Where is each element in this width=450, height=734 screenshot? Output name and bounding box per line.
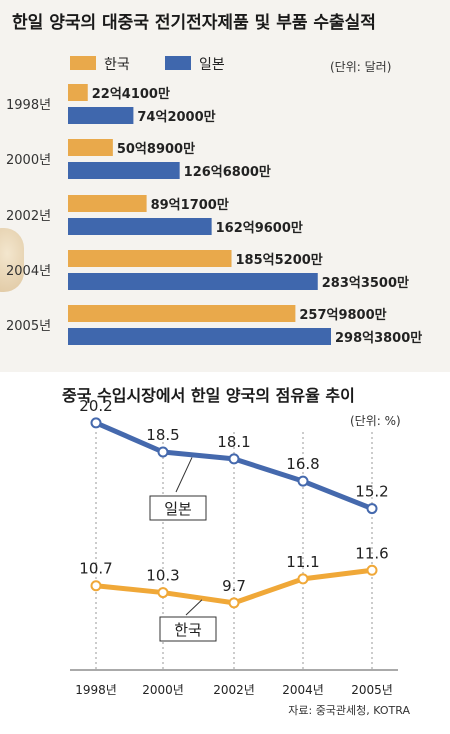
point-value-label: 18.5 (146, 426, 179, 444)
bar-value-label: 50억8900만 (117, 141, 195, 157)
bar-korea (68, 305, 296, 322)
data-point (157, 587, 169, 599)
bar-japan (68, 328, 331, 345)
point-value-label: 11.1 (286, 553, 319, 571)
legend-korea-swatch (70, 56, 96, 70)
bar-japan (68, 107, 134, 124)
x-tick-label: 2002년 (213, 683, 255, 697)
point-value-label: 15.2 (355, 483, 388, 501)
export-chart-panel: 한일 양국의 대중국 전기전자제품 및 부품 수출실적 한국 일본 (단위: 달… (0, 0, 450, 372)
bar-value-label: 126억6800만 (184, 164, 271, 180)
bar-category-label: 2002년 (6, 209, 51, 224)
callout-box (149, 495, 207, 521)
series-name-callout: 일본 (164, 500, 192, 518)
data-point (297, 573, 309, 585)
data-point (228, 453, 240, 465)
export-chart-title: 한일 양국의 대중국 전기전자제품 및 부품 수출실적 (12, 13, 376, 33)
point-value-label: 16.8 (286, 455, 319, 473)
bar-korea (68, 84, 88, 101)
point-value-label: 18.1 (217, 433, 250, 451)
bar-category-label: 2004년 (6, 264, 51, 279)
legend-japan-label: 일본 (199, 57, 225, 73)
bar-value-label: 74억2000만 (137, 109, 215, 125)
bar-category-label: 2000년 (6, 153, 51, 168)
bar-korea (68, 195, 147, 212)
series-name-callout: 한국 (174, 621, 202, 639)
data-point (366, 503, 378, 515)
share-line-chart: 20.2 18.5 18.1 16.8 15.2 10.7 10.3 9.7 11.1 11.6 일… (70, 397, 398, 697)
x-tick-label: 2000년 (142, 683, 184, 697)
point-value-label: 10.7 (79, 560, 112, 578)
x-tick-label: 2005년 (351, 683, 393, 697)
legend-korea-label: 한국 (104, 57, 130, 73)
share-chart-unit: (단위: %) (350, 414, 401, 428)
bar-category-label: 2005년 (6, 319, 51, 334)
point-value-label: 11.6 (355, 544, 388, 562)
data-point (297, 475, 309, 487)
bar-japan (68, 273, 318, 290)
bar-value-label: 22억4100만 (92, 86, 170, 102)
bar-value-label: 89억1700만 (151, 197, 229, 213)
data-point (90, 417, 102, 429)
legend-japan-swatch (165, 56, 191, 70)
bar-value-label: 283억3500만 (322, 275, 409, 291)
data-point (366, 564, 378, 576)
bar-value-label: 185억5200만 (236, 252, 323, 268)
data-point (228, 597, 240, 609)
bar-japan (68, 218, 212, 235)
point-value-label: 10.3 (146, 567, 179, 585)
bar-value-label: 162억9600만 (216, 220, 303, 236)
bar-japan (68, 162, 180, 179)
share-chart-panel: 중국 수입시장에서 한일 양국의 점유율 추이 (단위: %) 20.2 18.5… (0, 372, 450, 734)
decorative-photo (0, 228, 24, 292)
data-point (157, 446, 169, 458)
data-point (90, 580, 102, 592)
callout-box (159, 616, 217, 642)
export-chart-unit: (단위: 달러) (330, 60, 392, 74)
bar-korea (68, 139, 113, 156)
bar-korea (68, 250, 232, 267)
source-note: 자료: 중국관세청, KOTRA (288, 704, 410, 717)
bar-value-label: 298억3800만 (335, 330, 422, 346)
point-value-label: 9.7 (222, 577, 246, 595)
callout-leader (185, 599, 203, 616)
x-tick-label: 2004년 (282, 683, 324, 697)
bar-value-label: 257억9800만 (299, 307, 386, 323)
export-bar-chart: 1998년 22억4100만 74억2000만 2000년 50억8900만 126억68… (6, 84, 422, 346)
x-tick-label: 1998년 (75, 683, 117, 697)
callout-leader (175, 457, 193, 493)
bar-category-label: 1998년 (6, 98, 51, 113)
point-value-label: 20.2 (79, 397, 112, 415)
share-chart-title: 중국 수입시장에서 한일 양국의 점유율 추이 (62, 386, 355, 405)
